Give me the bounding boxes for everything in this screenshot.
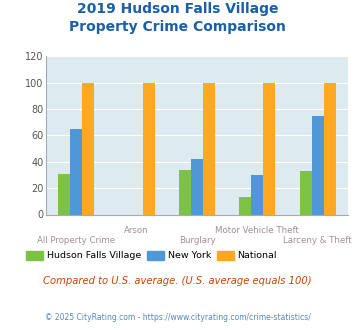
Bar — [324, 82, 336, 214]
Bar — [82, 82, 94, 214]
Legend: Hudson Falls Village, New York, National: Hudson Falls Village, New York, National — [22, 247, 281, 264]
Text: All Property Crime: All Property Crime — [37, 236, 115, 245]
Bar — [58, 174, 70, 214]
Text: Property Crime Comparison: Property Crime Comparison — [69, 20, 286, 34]
Bar — [143, 82, 155, 214]
Text: 2019 Hudson Falls Village: 2019 Hudson Falls Village — [77, 2, 278, 16]
Bar — [70, 129, 82, 214]
Bar — [251, 175, 263, 214]
Bar — [312, 115, 324, 214]
Text: Arson: Arson — [124, 226, 149, 235]
Text: Motor Vehicle Theft: Motor Vehicle Theft — [215, 226, 299, 235]
Text: Larceny & Theft: Larceny & Theft — [283, 236, 352, 245]
Bar — [300, 171, 312, 214]
Text: Burglary: Burglary — [179, 236, 215, 245]
Bar — [239, 197, 251, 215]
Bar — [203, 82, 215, 214]
Bar — [179, 170, 191, 214]
Text: © 2025 CityRating.com - https://www.cityrating.com/crime-statistics/: © 2025 CityRating.com - https://www.city… — [45, 314, 310, 322]
Text: Compared to U.S. average. (U.S. average equals 100): Compared to U.S. average. (U.S. average … — [43, 276, 312, 285]
Bar — [191, 159, 203, 214]
Bar — [263, 82, 275, 214]
